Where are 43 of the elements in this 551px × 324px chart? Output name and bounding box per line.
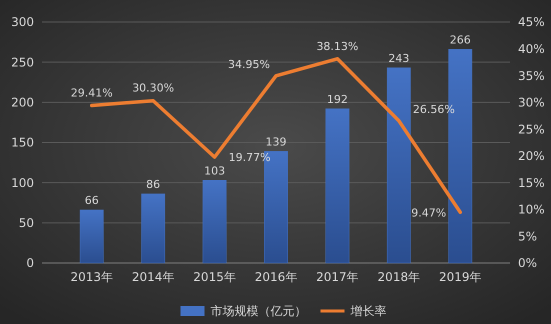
data-label: 29.41% xyxy=(70,86,113,100)
y-tick-label: 50 xyxy=(18,216,34,230)
y-tick-label: 250 xyxy=(11,55,34,70)
data-label: 139 xyxy=(266,135,286,148)
data-label: 266 xyxy=(450,33,471,46)
bar xyxy=(202,180,226,264)
y2-tick-label: 25% xyxy=(518,122,545,136)
legend-label: 增长率 xyxy=(350,304,386,318)
bar xyxy=(386,68,411,264)
data-label: 30.30% xyxy=(132,82,174,95)
y2-tick-label: 10% xyxy=(518,202,545,217)
legend-label: 市场规模（亿元） xyxy=(210,304,306,318)
data-label: 38.13% xyxy=(316,40,358,53)
y2-tick-label: 0% xyxy=(518,256,538,270)
y2-tick-label: 30% xyxy=(518,96,545,110)
data-label: 34.95% xyxy=(228,58,270,71)
data-label: 86 xyxy=(146,178,160,191)
x-tick-label: 2014年 xyxy=(132,270,174,284)
bar xyxy=(141,194,166,264)
data-label: 243 xyxy=(388,52,410,65)
y2-tick-label: 20% xyxy=(518,149,545,164)
data-label: 66 xyxy=(84,194,99,207)
y-tick-label: 0 xyxy=(26,256,34,270)
y2-tick-label: 5% xyxy=(518,229,538,244)
data-label: 192 xyxy=(326,92,348,106)
bar xyxy=(80,210,104,264)
y2-tick-label: 45% xyxy=(518,15,545,30)
y-tick-label: 100 xyxy=(11,176,34,190)
x-tick-label: 2015年 xyxy=(193,270,236,284)
y2-tick-label: 35% xyxy=(518,68,545,83)
bar xyxy=(326,108,350,264)
y-tick-label: 200 xyxy=(11,96,34,110)
y2-tick-label: 15% xyxy=(518,176,545,190)
data-label: 103 xyxy=(204,164,226,178)
y-tick-label: 300 xyxy=(11,15,34,30)
y-tick-label: 150 xyxy=(11,136,34,150)
x-tick-label: 2019年 xyxy=(438,270,482,284)
x-tick-label: 2017年 xyxy=(316,270,359,284)
x-tick-label: 2013年 xyxy=(70,270,114,284)
y2-tick-label: 40% xyxy=(518,42,545,56)
data-label: 9.47% xyxy=(411,206,446,220)
x-tick-label: 2018年 xyxy=(378,270,420,284)
x-tick-label: 2016年 xyxy=(254,270,298,284)
